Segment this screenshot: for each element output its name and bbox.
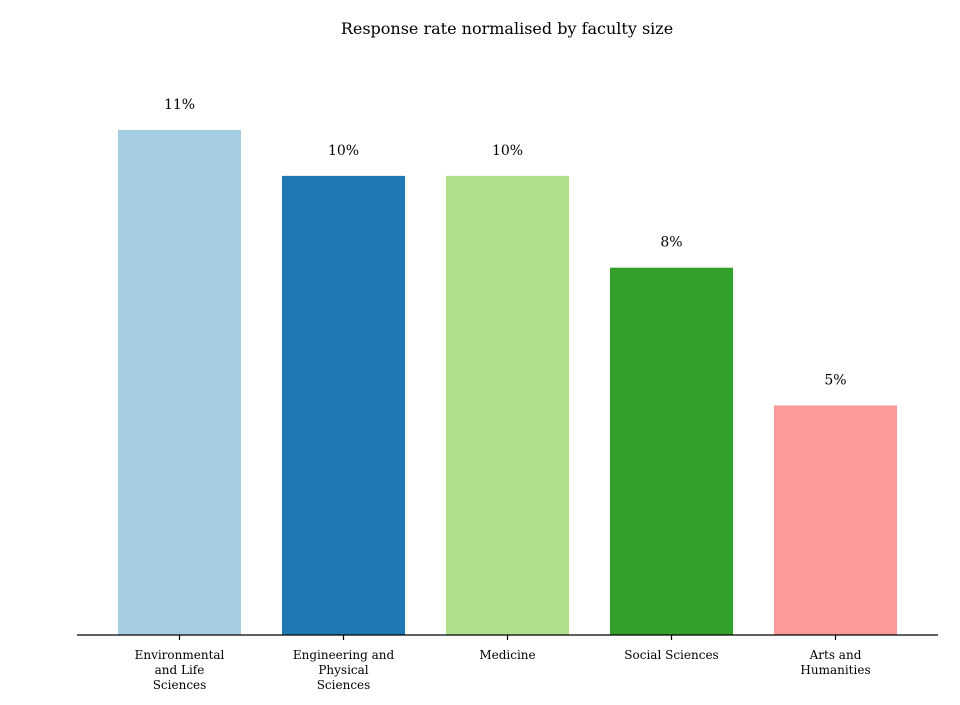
- x-ticks-group: [178, 635, 837, 640]
- tick-label-line: Humanities: [800, 663, 870, 677]
- x-tick-labels-group: Environmental and Life SciencesEngineering…: [135, 648, 871, 692]
- tick-label-line: Physical: [318, 663, 368, 677]
- value-label-medicine: 10%: [492, 143, 523, 159]
- tick-label-line: Arts and: [809, 648, 862, 662]
- bar-engineering-and-physical-sciences: [282, 175, 405, 635]
- value-label-social-sciences: 8%: [660, 235, 682, 251]
- tick-label-line: Sciences: [317, 678, 371, 692]
- tick-label-line: Environmental: [135, 648, 225, 662]
- tick-label-medicine: Medicine: [479, 648, 535, 662]
- bar-medicine: [446, 175, 569, 635]
- tick-label-environmental-and-life-sciences: Environmental and Life Sciences: [135, 648, 225, 692]
- bars-group: [118, 129, 897, 635]
- tick-label-arts-and-humanities: Arts and Humanities: [800, 648, 870, 677]
- bar-social-sciences: [610, 267, 733, 635]
- value-label-arts-and-humanities: 5%: [824, 372, 846, 388]
- tick-label-line: Engineering and: [293, 648, 395, 662]
- tick-label-social-sciences: Social Sciences: [624, 648, 718, 662]
- bar-environmental-and-life-sciences: [118, 129, 241, 635]
- tick-label-line: and Life: [155, 663, 205, 677]
- value-label-environmental-and-life-sciences: 11%: [164, 97, 195, 113]
- bar-arts-and-humanities: [774, 405, 897, 635]
- value-label-engineering-and-physical-sciences: 10%: [328, 143, 359, 159]
- value-labels-group: 11% 10% 10% 8% 5%: [164, 97, 847, 388]
- tick-label-line: Social Sciences: [624, 648, 718, 662]
- tick-label-line: Medicine: [479, 648, 535, 662]
- tick-label-engineering-and-physical-sciences: Engineering and Physical Sciences: [293, 648, 395, 692]
- tick-label-line: Sciences: [153, 678, 207, 692]
- chart-title: Response rate normalised by faculty size: [341, 19, 673, 38]
